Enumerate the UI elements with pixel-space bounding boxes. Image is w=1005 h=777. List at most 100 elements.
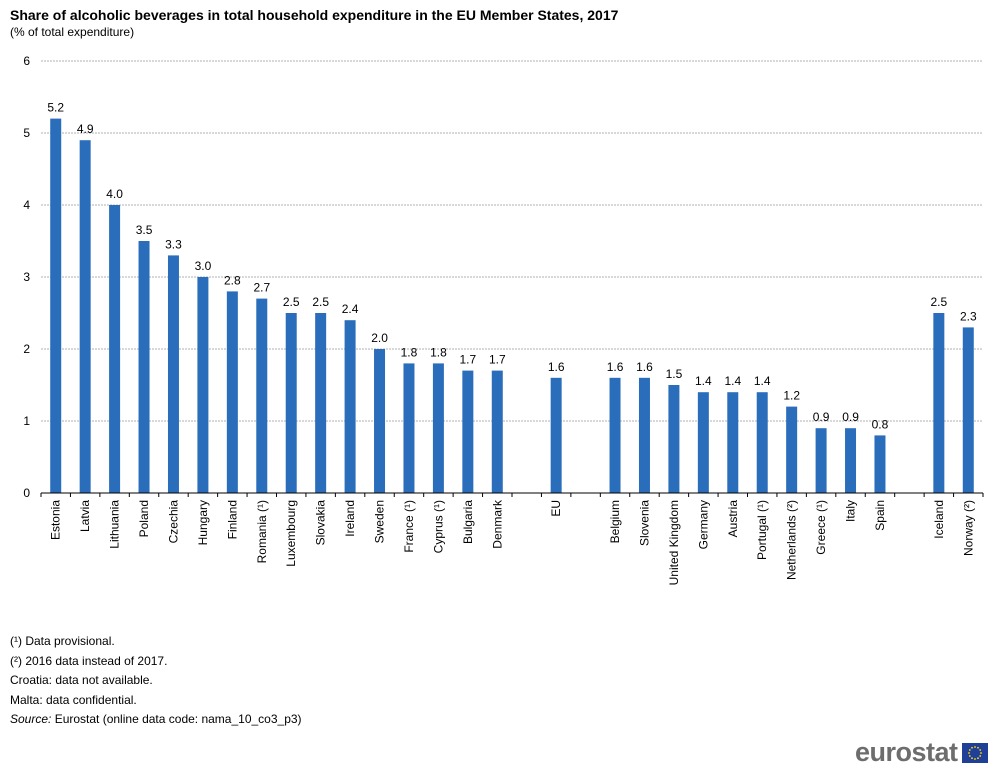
bar-chart: 0 1 2 3 4 5 6 5.2 Estonia 4.9 Latvia 4.0 Lithuania 3.… bbox=[23, 54, 984, 585]
bar bbox=[462, 370, 474, 493]
x-tick-label: Portugal (¹) bbox=[755, 500, 769, 560]
x-tick-label: Luxembourg bbox=[284, 500, 298, 567]
data-label: 2.5 bbox=[283, 295, 300, 309]
data-label: 5.2 bbox=[47, 101, 64, 115]
bar bbox=[109, 205, 121, 493]
x-tick-label: Austria bbox=[726, 500, 740, 538]
bar bbox=[256, 298, 268, 493]
x-tick-label: Italy bbox=[844, 500, 858, 522]
bar bbox=[138, 241, 150, 493]
bar bbox=[845, 428, 857, 493]
data-label: 3.3 bbox=[165, 237, 182, 251]
data-label: 1.4 bbox=[754, 374, 771, 388]
bar bbox=[285, 313, 297, 493]
x-tick-label: Slovakia bbox=[314, 500, 328, 546]
bar bbox=[962, 327, 974, 493]
x-tick-label: Germany bbox=[696, 500, 710, 549]
bar bbox=[933, 313, 945, 493]
y-tick-label: 5 bbox=[23, 126, 30, 140]
footnotes: (¹) Data provisional. (²) 2016 data inst… bbox=[10, 632, 302, 730]
data-label: 3.0 bbox=[195, 259, 212, 273]
data-label: 1.7 bbox=[489, 353, 506, 367]
y-tick-label: 2 bbox=[23, 342, 30, 356]
x-tick-label: Netherlands (²) bbox=[785, 500, 799, 580]
data-label: 1.2 bbox=[783, 389, 800, 403]
data-label: 1.7 bbox=[460, 353, 477, 367]
x-tick-label: Cyprus (¹) bbox=[431, 500, 445, 553]
bar bbox=[668, 385, 680, 493]
data-label: 2.0 bbox=[371, 331, 388, 345]
y-tick-label: 1 bbox=[23, 414, 30, 428]
bar bbox=[491, 370, 503, 493]
source-line: Source: Eurostat (online data code: nama… bbox=[10, 710, 302, 730]
x-tick-label: Estonia bbox=[49, 500, 63, 540]
data-label: 2.4 bbox=[342, 302, 359, 316]
data-label: 1.5 bbox=[666, 367, 683, 381]
bar bbox=[697, 392, 709, 493]
chart-subtitle: (% of total expenditure) bbox=[10, 25, 135, 39]
data-label: 1.4 bbox=[724, 374, 741, 388]
bar bbox=[226, 291, 238, 493]
data-label: 0.9 bbox=[813, 410, 830, 424]
x-tick-label: Iceland bbox=[932, 500, 946, 539]
bar bbox=[79, 140, 91, 493]
bar bbox=[756, 392, 768, 493]
data-label: 4.9 bbox=[77, 122, 94, 136]
data-label: 2.5 bbox=[931, 295, 948, 309]
x-tick-label: Lithuania bbox=[108, 500, 122, 549]
bar bbox=[50, 118, 62, 493]
bar bbox=[197, 277, 209, 493]
data-label: 2.3 bbox=[960, 309, 977, 323]
data-label: 1.6 bbox=[607, 360, 624, 374]
bar bbox=[315, 313, 327, 493]
x-tick-label: Sweden bbox=[373, 500, 387, 543]
x-tick-label: Poland bbox=[137, 500, 151, 537]
data-label: 1.4 bbox=[695, 374, 712, 388]
x-tick-label: Denmark bbox=[490, 499, 504, 549]
bar bbox=[344, 320, 356, 493]
bar bbox=[432, 363, 444, 493]
eurostat-logo: eurostat bbox=[855, 737, 988, 768]
x-tick-label: Finland bbox=[225, 500, 239, 539]
footnote-2016: (²) 2016 data instead of 2017. bbox=[10, 653, 168, 668]
data-label: 1.6 bbox=[548, 360, 565, 374]
bar bbox=[374, 349, 386, 493]
x-tick-label: Romania (¹) bbox=[255, 500, 269, 563]
y-tick-label: 3 bbox=[23, 270, 30, 284]
data-label: 3.5 bbox=[136, 223, 153, 237]
bar bbox=[786, 406, 798, 493]
data-label: 1.8 bbox=[401, 345, 418, 359]
x-tick-label: United Kingdom bbox=[667, 500, 681, 585]
footnote-croatia: Croatia: data not available. bbox=[10, 673, 153, 687]
x-tick-label: Bulgaria bbox=[461, 500, 475, 544]
bar bbox=[874, 435, 886, 493]
bar bbox=[403, 363, 415, 493]
bar bbox=[550, 377, 562, 493]
bar bbox=[638, 377, 650, 493]
data-label: 0.8 bbox=[872, 417, 889, 431]
bar bbox=[727, 392, 739, 493]
logo-text: eurostat bbox=[855, 737, 958, 767]
bar bbox=[167, 255, 179, 493]
y-tick-label: 0 bbox=[23, 486, 30, 500]
x-tick-label: Greece (¹) bbox=[814, 500, 828, 555]
footnote-provisional: (¹) Data provisional. bbox=[10, 634, 115, 648]
x-tick-label: Hungary bbox=[196, 500, 210, 545]
source-label: Source: bbox=[10, 712, 52, 726]
x-tick-label: Slovenia bbox=[637, 500, 651, 546]
y-tick-label: 6 bbox=[23, 54, 30, 68]
chart-title: Share of alcoholic beverages in total ho… bbox=[10, 7, 619, 23]
data-label: 2.7 bbox=[253, 281, 270, 295]
eu-flag-icon bbox=[961, 742, 988, 763]
data-label: 1.6 bbox=[636, 360, 653, 374]
data-label: 0.9 bbox=[842, 410, 859, 424]
x-tick-label: Belgium bbox=[608, 500, 622, 543]
data-label: 2.5 bbox=[312, 295, 329, 309]
x-tick-label: Latvia bbox=[78, 500, 92, 532]
x-tick-label: Norway (²) bbox=[961, 500, 975, 556]
data-label: 1.8 bbox=[430, 345, 447, 359]
x-tick-label: EU bbox=[549, 500, 563, 517]
footnote-malta: Malta: data confidential. bbox=[10, 692, 137, 707]
x-tick-label: France (¹) bbox=[402, 500, 416, 553]
